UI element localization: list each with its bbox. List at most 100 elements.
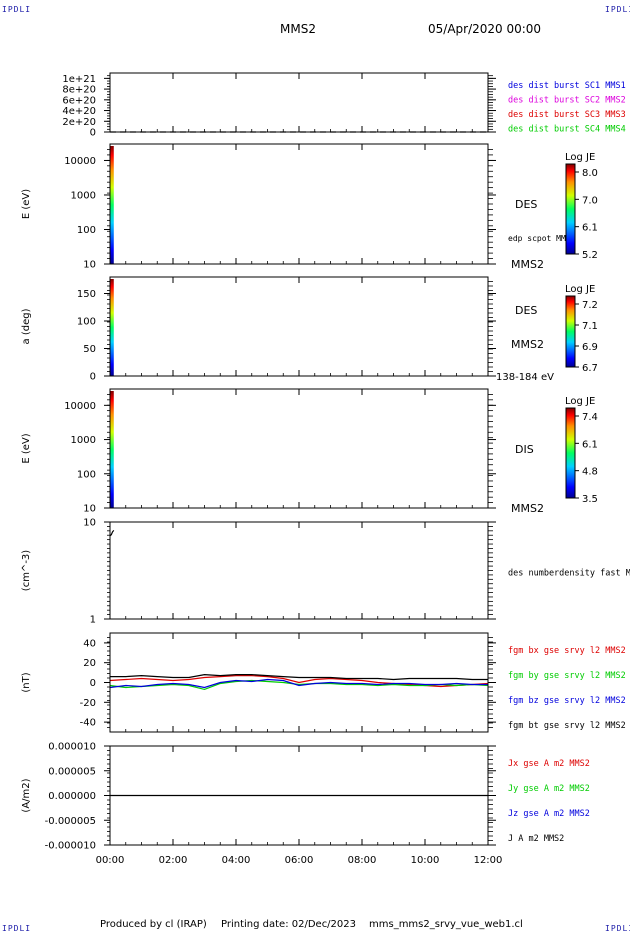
dis-energy-ytick-label-0: 10000 [64,401,96,412]
fgm-b-series-1 [109,679,489,691]
des-pitch-angle-spacecraft-label: MMS2 [511,338,544,351]
des-pitch-angle-energy-range-label: 138-184 eV [496,372,554,383]
time-tick-label-5: 10:00 [411,855,440,866]
des-pitch-angle-ylabel: a (deg) [21,308,32,344]
des-energy-colorbar-title: Log JE [565,152,595,163]
des-energy-line-label: edp scpot MMS2 [508,234,576,243]
time-tick-label-1: 02:00 [159,855,188,866]
fgm-b-series-2 [109,678,488,689]
fgm-b-legend-entry-1: fgm by gse srvy l2 MMS2 [508,671,626,681]
des-energy-ylabel: E (eV) [21,189,32,219]
des-energy-colorbar-tick-label-3: 5.2 [582,250,598,261]
footer-printing-date: Printing date: 02/Dec/2023 [221,919,357,930]
des-dist-burst-ytick-label-2: 6e+20 [62,95,96,106]
dis-energy-colorbar-title: Log JE [565,396,595,407]
fgm-b-ytick-label-4: -40 [80,718,96,729]
fgm-b-legend-entry-2: fgm bz gse srvy l2 MMS2 [508,696,626,706]
dis-energy-instrument-label: DIS [515,443,534,456]
fgm-b-ytick-label-1: 20 [83,658,96,669]
des-pitch-angle-colorbar-title: Log JE [565,284,595,295]
des-energy-colorbar-tick-label-2: 6.1 [582,223,598,234]
des-density-ylabel: (cm^-3) [21,550,32,591]
des-energy-spacecraft-label: MMS2 [511,258,544,271]
dis-energy-ytick-label-2: 100 [77,469,96,480]
current-density-legend-entry-1: Jy gse A m2 MMS2 [508,784,590,794]
dis-energy-colorbar-tick-label-1: 6.1 [582,439,598,450]
dis-energy-colorbar-tick-label-2: 4.8 [582,467,598,478]
current-density-ytick-label-3: -0.000005 [45,816,96,827]
fgm-b-series-3 [110,673,488,681]
time-tick-label-3: 06:00 [285,855,314,866]
des-pitch-angle-ytick-label-1: 100 [77,317,96,328]
current-density-ylabel: (A/m2) [21,778,32,812]
current-density-legend-entry-2: Jz gse A m2 MMS2 [508,809,590,819]
date-time-title: 05/Apr/2020 00:00 [428,22,542,36]
time-tick-label-0: 00:00 [96,855,125,866]
des-pitch-angle-ytick-label-0: 150 [77,289,96,300]
des-energy-ytick-label-3: 10 [83,260,96,271]
des-dist-burst-ytick-label-3: 4e+20 [62,106,96,117]
des-dist-burst-ytick-label-5: 0 [90,128,96,139]
time-tick-label-6: 12:00 [474,855,503,866]
des-density-legend-entry-0: des numberdensity fast M [508,569,630,579]
fgm-b-ytick-label-0: 40 [83,638,96,649]
des-energy-ytick-label-1: 1000 [71,190,96,201]
des-dist-burst-ytick-label-4: 2e+20 [62,117,96,128]
corner-label-top-left: IPDLI [2,5,32,14]
dis-energy-colorbar [565,407,576,499]
des-energy-ytick-label-0: 10000 [64,156,96,167]
des-density-frame [109,521,489,620]
des-pitch-angle-colorbar-tick-label-2: 6.9 [582,342,598,353]
des-dist-burst-ytick-label-0: 1e+21 [62,74,96,85]
des-pitch-angle-colorbar-tick-label-0: 7.2 [582,300,598,311]
dis-energy-colorbar-tick-label-3: 3.5 [582,494,598,505]
current-density-legend-entry-3: J A m2 MMS2 [508,834,564,844]
fgm-b-ytick-label-2: 0 [90,678,96,689]
footer-produced-by: Produced by cl (IRAP) [100,919,207,930]
time-tick-label-4: 08:00 [348,855,377,866]
dis-energy-spacecraft-label: MMS2 [511,502,544,515]
des-energy-colorbar [565,163,576,255]
des-energy-ytick-label-2: 100 [77,225,96,236]
current-density-ytick-label-2: 0.000000 [48,791,96,802]
des-pitch-angle-colorbar-tick-label-3: 6.7 [582,363,598,374]
corner-label-top-right: IPDLI [605,5,630,14]
des-density-ytick-label-1: 1 [90,615,96,626]
corner-label-bottom-right: IPDLI [605,924,630,933]
des-pitch-angle-instrument-label: DES [515,304,537,317]
des-pitch-angle-colorbar [565,295,576,368]
dis-energy-ytick-label-3: 10 [83,504,96,515]
current-density-ytick-label-1: 0.000005 [48,766,96,777]
des-pitch-angle-colorbar-tick-label-1: 7.1 [582,321,598,332]
des-energy-frame [109,143,489,265]
fgm-b-ylabel: (nT) [21,672,32,692]
des-dist-burst-ytick-label-1: 8e+20 [62,85,96,96]
time-tick-label-2: 04:00 [222,855,251,866]
des-dist-burst-legend-entry-1: des dist burst SC2 MMS2 [508,96,626,106]
fgm-b-ytick-label-3: -20 [80,698,96,709]
corner-label-bottom-left: IPDLI [2,924,32,933]
des-dist-burst-legend-entry-3: des dist burst SC4 MMS4 [508,125,626,135]
footer-file-name: mms_mms2_srvy_vue_web1.cl [369,919,523,930]
dis-energy-spectrogram-strip [110,391,114,508]
dis-energy-ylabel: E (eV) [21,433,32,463]
des-pitch-angle-frame [109,276,489,377]
des-energy-colorbar-tick-label-0: 8.0 [582,168,598,179]
des-dist-burst-frame [109,72,489,133]
des-pitch-angle-ytick-label-2: 50 [83,344,96,355]
des-energy-instrument-label: DES [515,198,537,211]
fgm-b-legend-entry-0: fgm bx gse srvy l2 MMS2 [508,646,626,656]
current-density-legend-entry-0: Jx gse A m2 MMS2 [508,759,590,769]
dis-energy-colorbar-tick-label-0: 7.4 [582,412,598,423]
spacecraft-title: MMS2 [280,22,316,36]
dis-energy-frame [109,388,489,509]
dis-energy-ytick-label-1: 1000 [71,435,96,446]
des-dist-burst-legend-entry-2: des dist burst SC3 MMS3 [508,110,626,120]
current-density-ytick-label-0: 0.000010 [48,742,96,753]
des-energy-colorbar-tick-label-1: 7.0 [582,195,598,206]
des-energy-spectrogram-strip [110,146,114,264]
des-pitch-angle-spectrogram-strip [110,279,114,376]
des-density-ytick-label-0: 10 [83,518,96,529]
fgm-b-legend-entry-3: fgm bt gse srvy l2 MMS2 [508,721,626,731]
